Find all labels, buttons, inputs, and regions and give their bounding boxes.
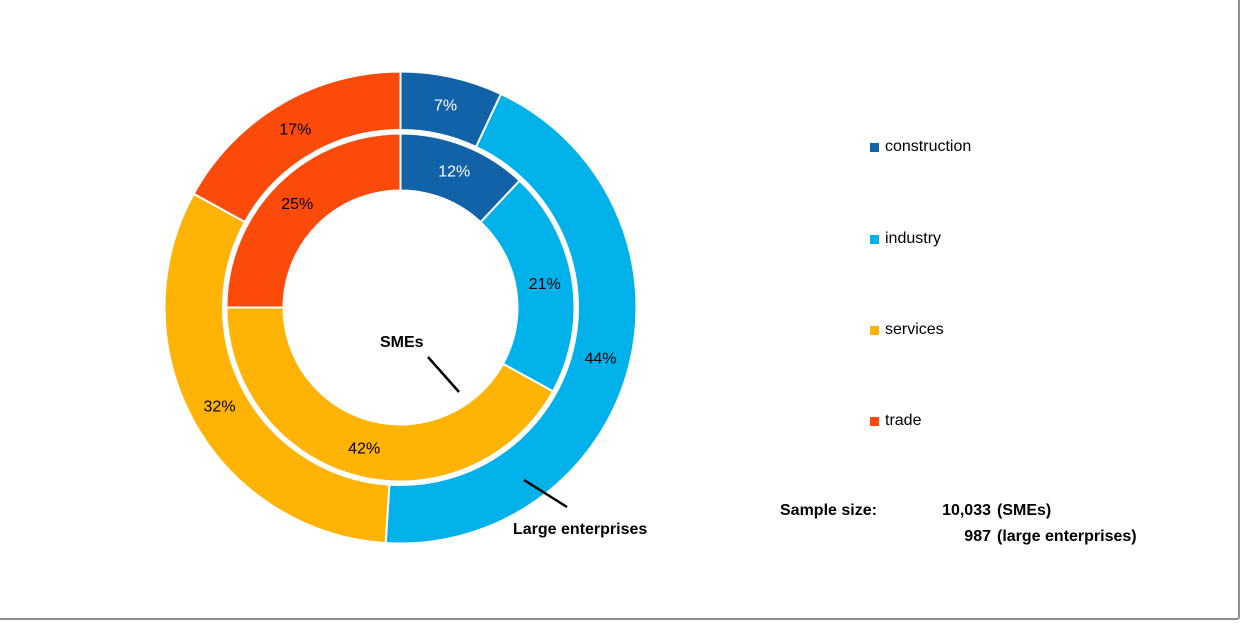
large-enterprises-callout-line [523, 478, 568, 509]
legend-item-industry: industry [870, 229, 941, 249]
donut-segment-outer-industry [384, 92, 638, 545]
donut-segment-outer-trade [192, 70, 402, 224]
sample-size-suffix: (SMEs) [997, 502, 1052, 519]
sample-size-row: 987 (large enterprises) [780, 524, 1137, 550]
segment-label-inner-services: 42% [348, 440, 380, 457]
donut-segment-inner-services [225, 306, 555, 483]
segment-label-outer-trade: 17% [279, 121, 311, 138]
segment-label-inner-construction: 12% [438, 163, 470, 180]
donut-segment-labels: 12% 21% 42% 25% 7% 44% 32% 17% [204, 97, 617, 457]
legend-label: construction [885, 138, 972, 155]
trade-swatch-icon [870, 416, 879, 426]
construction-swatch-icon [870, 142, 879, 152]
donut-segment-inner-trade [225, 132, 402, 309]
sample-size-block: Sample size: 10,033 (SMEs) 987 (large en… [780, 498, 1137, 550]
donut-segments [163, 70, 638, 545]
sample-size-number: 10,033 [942, 502, 991, 519]
legend-label: industry [885, 230, 942, 247]
industry-swatch-icon [870, 234, 879, 244]
legend-label: services [885, 321, 944, 338]
legend-item-construction: construction [870, 137, 971, 157]
smes-callout-line [427, 356, 460, 393]
legend-item-trade: trade [870, 411, 921, 431]
inner-ring-callout-label: SMEs [380, 334, 424, 351]
donut-segment-outer-services [163, 192, 391, 545]
services-swatch-icon [870, 325, 879, 335]
outer-ring-callout-label: Large enterprises [513, 521, 648, 538]
sample-size-number: 987 [964, 528, 991, 545]
legend-item-services: services [870, 320, 944, 340]
segment-label-inner-industry: 21% [529, 276, 561, 293]
segment-label-outer-industry: 44% [584, 350, 616, 367]
segment-label-outer-services: 32% [204, 398, 236, 415]
legend-label: trade [885, 412, 922, 429]
segment-label-inner-trade: 25% [281, 196, 313, 213]
sample-size-row: Sample size: 10,033 (SMEs) [780, 498, 1137, 524]
sample-size-heading: Sample size: [780, 502, 877, 519]
sample-size-suffix: (large enterprises) [997, 528, 1137, 545]
segment-label-outer-construction: 7% [434, 97, 457, 114]
sample-size-heading-spacer [780, 524, 906, 550]
